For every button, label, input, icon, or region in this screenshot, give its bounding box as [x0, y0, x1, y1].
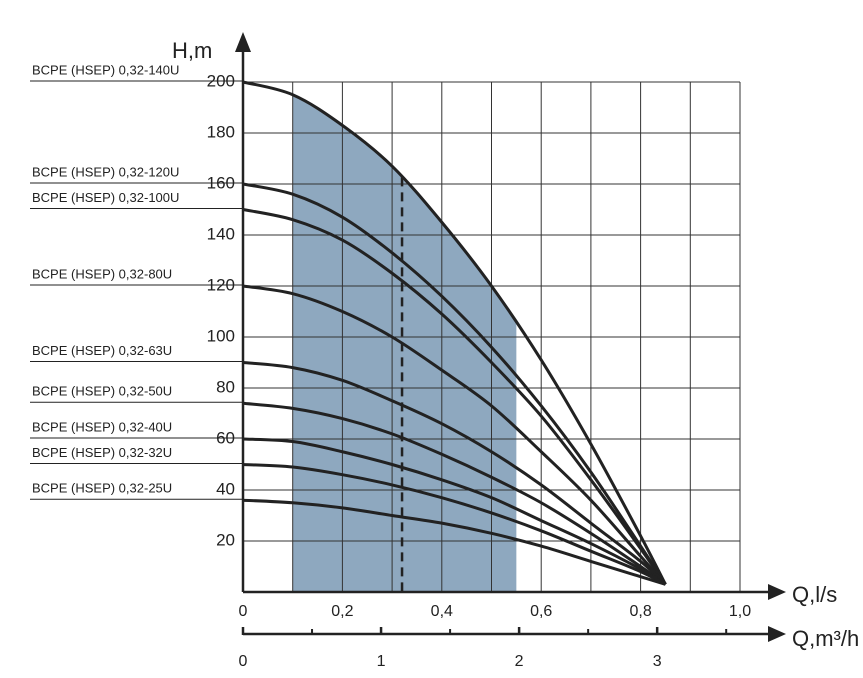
x-tick-label: 0,4 [431, 603, 453, 620]
x-axis-title: Q,l/s [792, 582, 837, 607]
y-axis-title: H,m [172, 38, 212, 63]
legend-label: BCPE (HSEP) 0,32-50U [32, 384, 172, 399]
x-tick-label: 1,0 [729, 603, 751, 620]
x-axis-arrow [768, 584, 786, 600]
y-axis-arrow [235, 32, 251, 52]
legend-label: BCPE (HSEP) 0,32-32U [32, 445, 172, 460]
x2-tick-label: 2 [515, 653, 524, 670]
x-tick-label: 0,8 [629, 603, 651, 620]
pump-curve [242, 498, 666, 586]
legend-label: BCPE (HSEP) 0,32-80U [32, 266, 172, 281]
legend-label: BCPE (HSEP) 0,32-120U [32, 164, 179, 179]
pump-curve [242, 182, 667, 586]
x2-axis-arrow [768, 626, 786, 642]
y-tick-label: 80 [216, 377, 235, 396]
legend-label: BCPE (HSEP) 0,32-63U [32, 343, 172, 358]
x2-tick-label: 1 [377, 653, 386, 670]
y-tick-label: 100 [207, 326, 235, 345]
x-tick-label: 0,6 [530, 603, 552, 620]
pump-curve [242, 437, 667, 586]
x-tick-label: 0,2 [331, 603, 353, 620]
pump-curve [242, 361, 667, 586]
legend-label: BCPE (HSEP) 0,32-140U [32, 62, 179, 77]
pump-curve [242, 80, 667, 586]
y-tick-label: 180 [207, 122, 235, 141]
pump-curve [242, 284, 667, 586]
legend-label: BCPE (HSEP) 0,32-100U [32, 190, 179, 205]
x-tick-label: 0 [239, 603, 248, 620]
x2-tick-label: 3 [653, 653, 662, 670]
x2-axis-title: Q,m³/h [792, 626, 859, 651]
pump-curve [242, 463, 667, 586]
x2-tick-label: 0 [239, 653, 248, 670]
pump-curve [242, 401, 667, 586]
legend-label: BCPE (HSEP) 0,32-25U [32, 481, 172, 496]
y-tick-label: 40 [216, 479, 235, 498]
y-tick-label: 20 [216, 530, 235, 549]
legend-label: BCPE (HSEP) 0,32-40U [32, 419, 172, 434]
pump-curve [242, 208, 667, 586]
y-tick-label: 140 [207, 224, 235, 243]
